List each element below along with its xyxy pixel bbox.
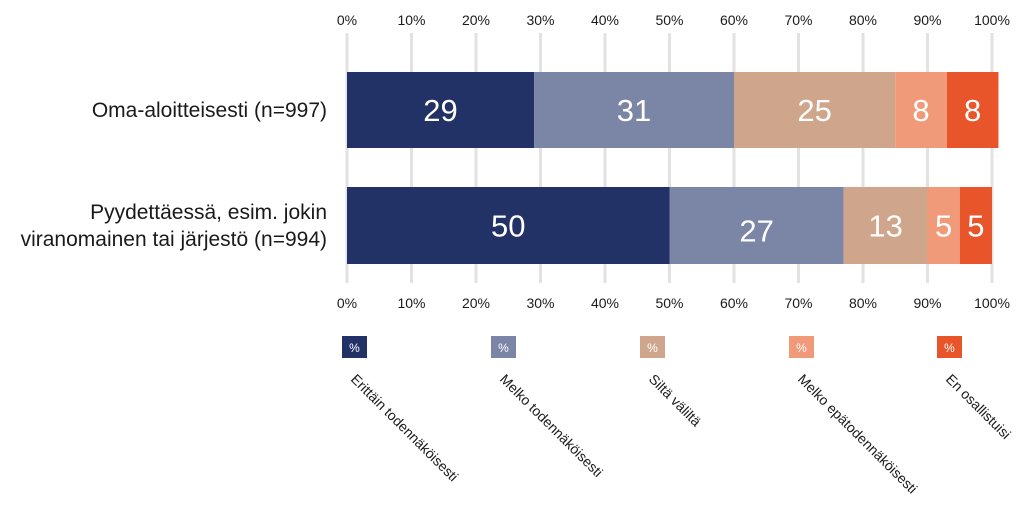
bar-segment <box>669 187 844 264</box>
legend-entry-label: Melko epätodennäköisesti <box>795 371 921 497</box>
category-label: viranomainen tai järjestö (n=994) <box>21 228 327 251</box>
top-axis-ticks: 0% 10% 20% 30% 40% 50% 60% 70% 80% 90% 100% <box>337 12 1010 28</box>
bottom-tick-label: 0% <box>337 295 357 311</box>
bottom-tick-label: 60% <box>720 295 748 311</box>
bottom-tick-label: 80% <box>849 295 877 311</box>
legend-swatch <box>640 336 665 358</box>
data-label: 25 <box>797 93 831 128</box>
bottom-tick-label: 70% <box>784 295 812 311</box>
top-tick-label: 80% <box>849 12 877 28</box>
bars: 29 31 25 8 8 50 27 13 5 5 <box>347 72 999 264</box>
bottom-tick-label: 10% <box>397 295 425 311</box>
data-label: 50 <box>491 209 525 244</box>
top-tick-label: 100% <box>974 12 1010 28</box>
legend-swatch-label: % <box>647 341 658 355</box>
legend-swatch-label: % <box>944 341 955 355</box>
data-label: 8 <box>912 93 929 128</box>
category-labels: Oma-aloitteisesti (n=997) Pyydettäessä, e… <box>21 99 327 251</box>
top-tick-label: 70% <box>784 12 812 28</box>
data-label: 13 <box>868 209 902 244</box>
data-label: 8 <box>964 93 981 128</box>
legend-swatch <box>789 336 814 358</box>
legend-entry-label: Erittäin todennäköisesti <box>348 371 462 485</box>
top-tick-label: 60% <box>720 12 748 28</box>
legend-entry-label: Melko todennäköisesti <box>497 371 606 480</box>
bar-segment <box>534 72 734 148</box>
bottom-tick-label: 40% <box>591 295 619 311</box>
legend-swatch <box>491 336 516 358</box>
bar-segment <box>843 187 928 264</box>
bar-segment <box>927 187 960 264</box>
bottom-tick-label: 20% <box>462 295 490 311</box>
legend-swatch-label: % <box>498 341 509 355</box>
legend: % Erittäin todennäköisesti% Melko todennäk… <box>342 336 1014 497</box>
bar-segment <box>347 72 535 148</box>
legend-swatch <box>342 336 367 358</box>
legend-swatch <box>937 336 962 358</box>
top-tick-label: 0% <box>337 12 357 28</box>
top-tick-label: 50% <box>655 12 683 28</box>
bottom-tick-label: 100% <box>974 295 1010 311</box>
bottom-tick-label: 50% <box>655 295 683 311</box>
legend-entry-label: Siltä väliltä <box>646 371 705 430</box>
top-tick-label: 90% <box>913 12 941 28</box>
top-tick-label: 20% <box>462 12 490 28</box>
data-label: 27 <box>739 214 773 249</box>
bottom-tick-label: 30% <box>526 295 554 311</box>
bar-segment <box>734 72 896 148</box>
data-label: 31 <box>617 93 651 128</box>
legend-swatch-label: % <box>796 341 807 355</box>
data-label: 5 <box>967 209 984 244</box>
top-tick-label: 40% <box>591 12 619 28</box>
bottom-tick-label: 90% <box>913 295 941 311</box>
legend-swatch-label: % <box>349 341 360 355</box>
data-label: 29 <box>423 93 457 128</box>
category-label: Oma-aloitteisesti (n=997) <box>92 99 327 122</box>
bottom-axis-ticks: 0% 10% 20% 30% 40% 50% 60% 70% 80% 90% 100% <box>337 295 1010 311</box>
bar-segment <box>959 187 992 264</box>
top-tick-label: 30% <box>526 12 554 28</box>
category-label: Pyydettäessä, esim. jokin <box>90 201 327 224</box>
legend-entry-label: En osallistuisi <box>943 371 1014 442</box>
data-label: 5 <box>935 209 952 244</box>
bar-segment <box>895 72 947 148</box>
bar-segment <box>946 72 999 148</box>
bar-segment <box>347 187 670 264</box>
top-tick-label: 10% <box>397 12 425 28</box>
